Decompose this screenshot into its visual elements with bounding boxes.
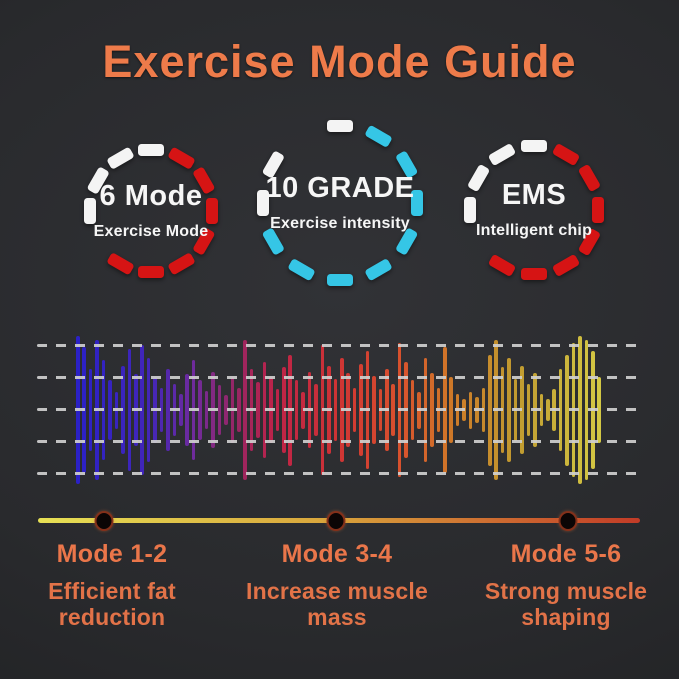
mode-description: Strong muscle shaping <box>484 578 648 630</box>
badge-heading: 6 Mode <box>99 180 203 212</box>
badge-subheading: Exercise intensity <box>270 215 410 232</box>
badge-10-grade: 10 GRADE Exercise intensity <box>245 108 435 298</box>
badge-6-mode: 6 Mode Exercise Mode <box>67 127 235 295</box>
mode-label: Mode 5-6 <box>510 540 622 568</box>
gridline <box>37 376 643 379</box>
timeline-dot <box>94 510 114 531</box>
mode-timeline <box>38 510 640 531</box>
badge-subheading: Intelligent chip <box>475 222 593 239</box>
gridline <box>37 344 643 347</box>
timeline-dot <box>558 510 578 531</box>
waveform-chart <box>36 336 644 484</box>
mode-label: Mode 1-2 <box>56 540 168 568</box>
mode-5-6-section: Mode 5-6 Strong muscle shaping <box>452 540 679 630</box>
badge-heading: 10 GRADE <box>265 172 415 204</box>
gridline <box>37 440 643 443</box>
page-title: Exercise Mode Guide <box>102 36 577 87</box>
mode-label: Mode 3-4 <box>281 540 393 568</box>
gridline <box>37 408 643 411</box>
badge-ems: EMS Intelligent chip <box>446 122 622 298</box>
mode-3-4-section: Mode 3-4 Increase muscle mass <box>210 540 464 630</box>
mode-1-2-section: Mode 1-2 Efficient fat reduction <box>12 540 212 630</box>
mode-description: Increase muscle mass <box>245 578 428 630</box>
mode-description: Efficient fat reduction <box>48 578 176 630</box>
badge-heading: EMS <box>501 179 567 211</box>
badge-subheading: Exercise Mode <box>93 223 209 240</box>
gridline <box>37 472 643 475</box>
timeline-dot <box>326 510 346 531</box>
